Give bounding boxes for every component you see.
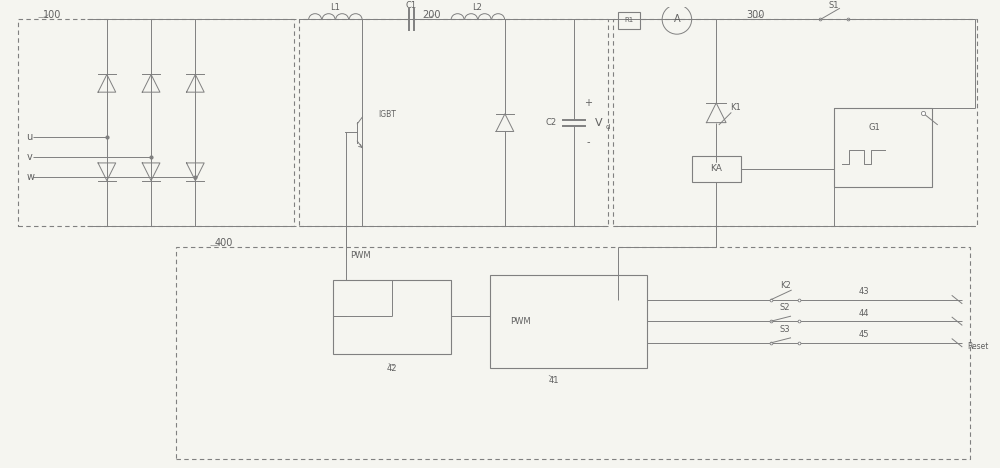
Text: u: u bbox=[26, 132, 33, 142]
Text: d: d bbox=[606, 124, 610, 130]
Text: 41: 41 bbox=[549, 376, 559, 385]
Text: 43: 43 bbox=[858, 287, 869, 296]
Text: S1: S1 bbox=[829, 1, 839, 10]
Text: PWM: PWM bbox=[350, 251, 370, 260]
Text: 400: 400 bbox=[215, 238, 233, 248]
Text: K2: K2 bbox=[780, 281, 790, 290]
Text: w: w bbox=[26, 172, 34, 182]
Text: L1: L1 bbox=[330, 3, 340, 12]
Bar bbox=[834, 108, 932, 187]
Text: L2: L2 bbox=[472, 3, 482, 12]
Text: A: A bbox=[674, 15, 680, 24]
Text: +: + bbox=[584, 98, 592, 108]
Text: K1: K1 bbox=[730, 103, 741, 112]
Text: C2: C2 bbox=[546, 118, 557, 127]
Text: 42: 42 bbox=[387, 364, 397, 373]
Text: S2: S2 bbox=[780, 303, 790, 312]
Bar bbox=[618, 12, 640, 29]
Bar bbox=[490, 275, 647, 368]
Text: V: V bbox=[594, 117, 602, 128]
Bar bbox=[613, 20, 977, 226]
Text: 200: 200 bbox=[422, 9, 440, 20]
Text: PWM: PWM bbox=[510, 317, 530, 326]
Text: v: v bbox=[26, 152, 32, 162]
Text: IGBT: IGBT bbox=[378, 110, 396, 119]
Text: 45: 45 bbox=[858, 330, 869, 339]
Bar bbox=[333, 280, 451, 354]
Bar bbox=[692, 156, 741, 182]
Bar bbox=[299, 20, 608, 226]
Text: 300: 300 bbox=[746, 9, 765, 20]
Text: Reset: Reset bbox=[967, 342, 988, 351]
Text: 100: 100 bbox=[43, 9, 61, 20]
Text: S3: S3 bbox=[780, 324, 790, 334]
Text: R1: R1 bbox=[624, 17, 633, 23]
Text: KA: KA bbox=[710, 164, 722, 173]
Text: G1: G1 bbox=[869, 123, 880, 132]
Text: C1: C1 bbox=[406, 1, 417, 10]
Bar bbox=[18, 20, 294, 226]
Text: -: - bbox=[587, 137, 590, 147]
Bar bbox=[176, 248, 970, 459]
Text: 44: 44 bbox=[858, 309, 869, 318]
